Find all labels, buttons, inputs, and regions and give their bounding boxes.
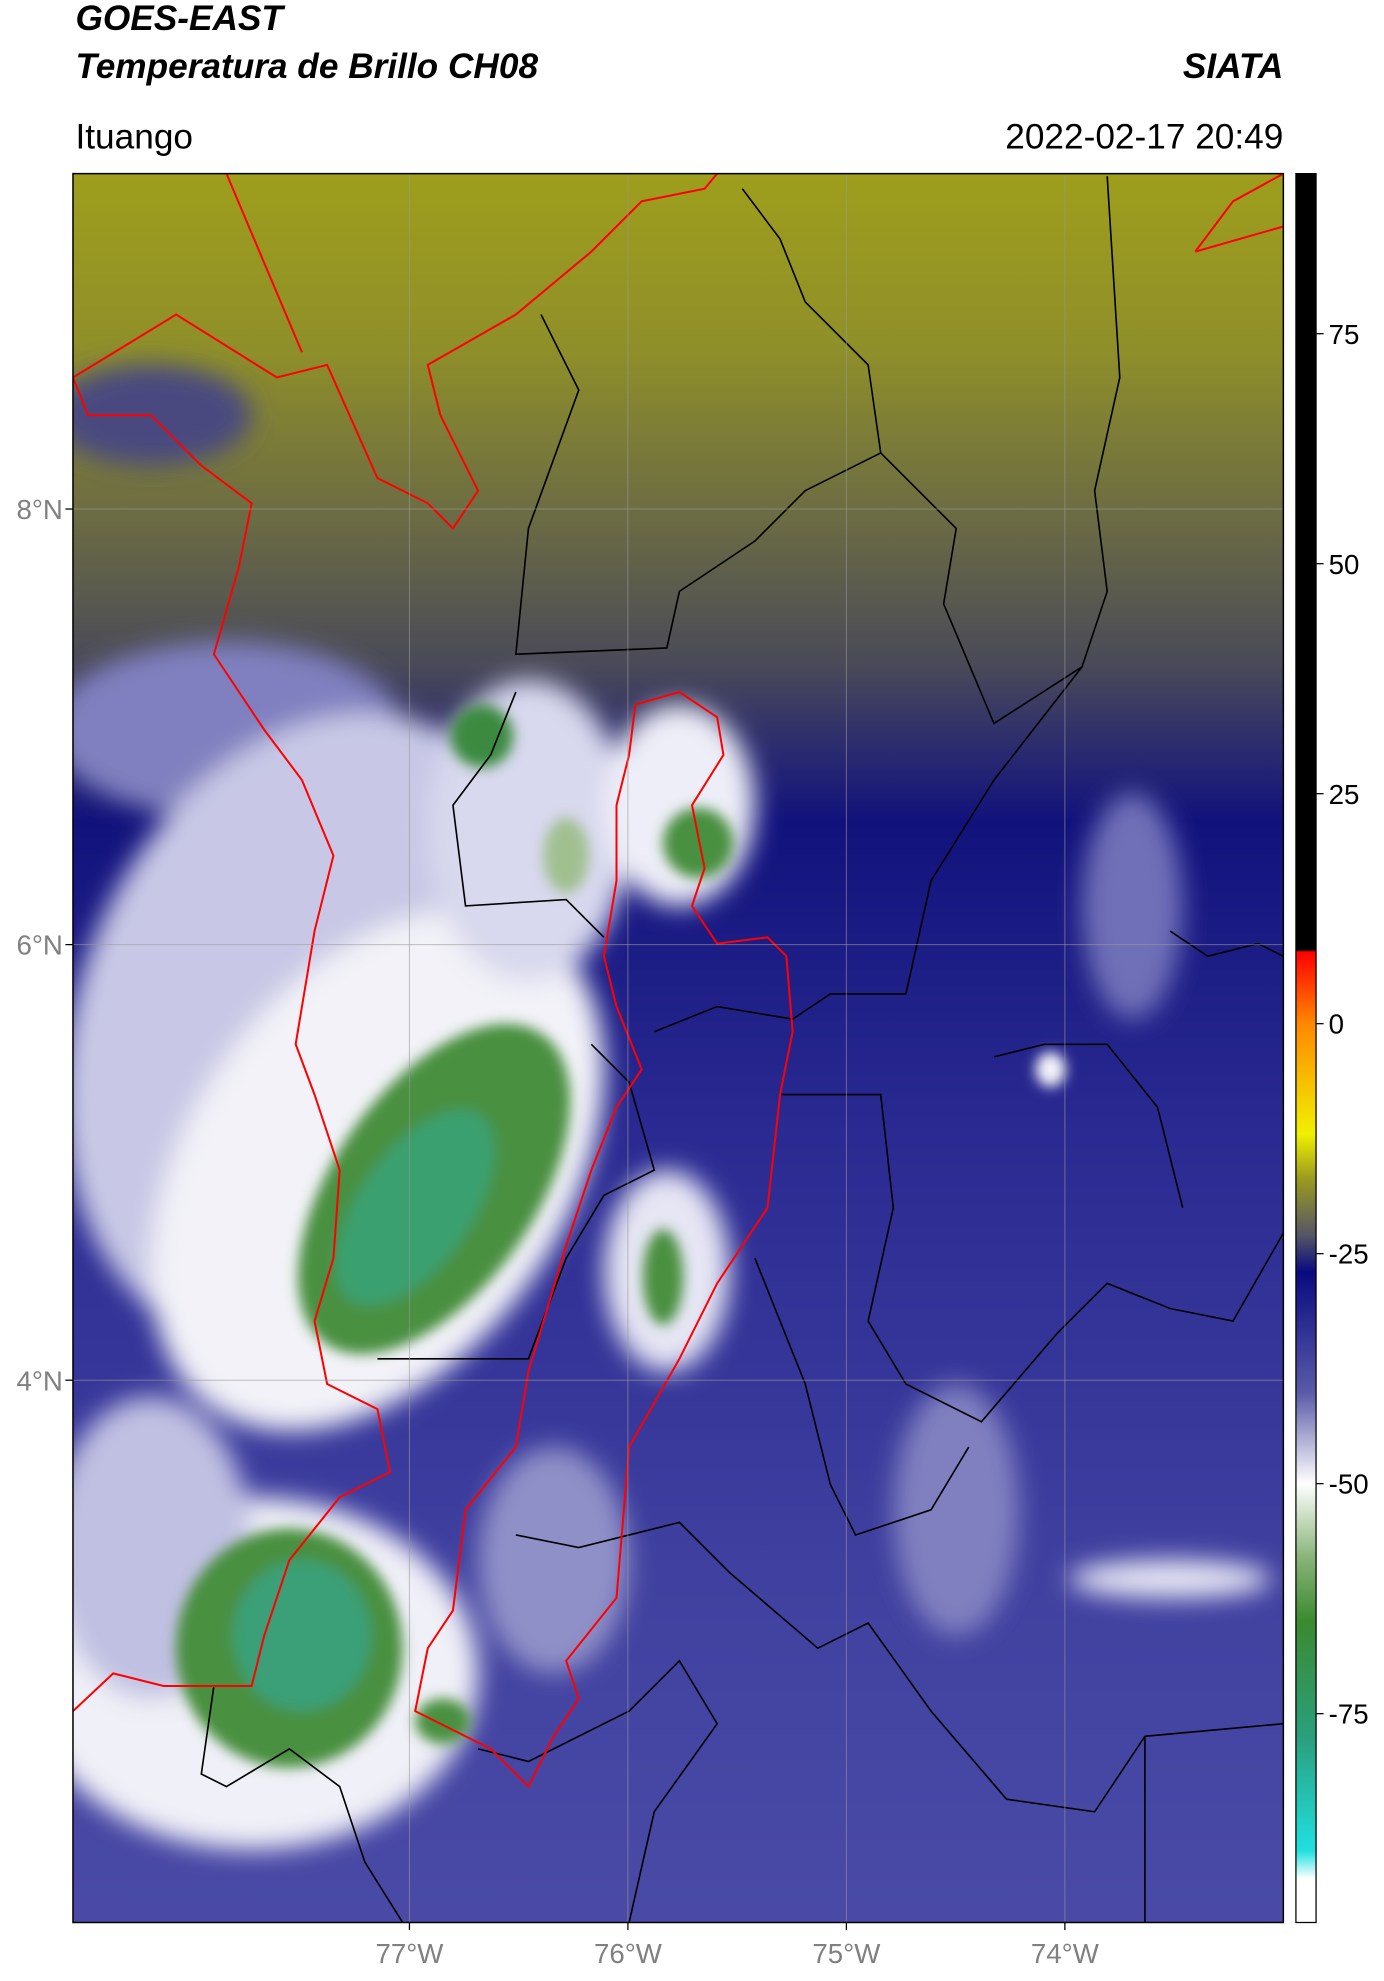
y-tick-label: 8°N (16, 494, 62, 525)
map-frame (72, 172, 1285, 1924)
title: GOES-EAST (75, 0, 285, 38)
colorbar-tick-label: -25 (1329, 1239, 1369, 1270)
colorbar-tick-label: -50 (1329, 1469, 1369, 1500)
admin-borders (200, 176, 1284, 1923)
colorbar-tick-label: 0 (1329, 1009, 1344, 1040)
colorbar-tick-label: 25 (1329, 779, 1360, 810)
x-tick-label: 77°W (375, 1938, 444, 1969)
red-borders (72, 173, 1284, 1789)
x-tick-label: 76°W (594, 1938, 663, 1969)
colorbar (1295, 172, 1317, 1924)
subtitle: Temperatura de Brillo CH08 (75, 47, 538, 86)
x-tick-label: 74°W (1031, 1938, 1100, 1969)
cold-cloud-tops (176, 704, 1066, 1768)
datetime: 2022-02-17 20:49 (1005, 117, 1283, 156)
colorbar-tick-label: -75 (1329, 1699, 1369, 1730)
x-tick-label: 75°W (812, 1938, 881, 1969)
y-tick-label: 4°N (16, 1365, 62, 1396)
location: Ituango (75, 117, 193, 156)
colorbar-tick-label: 75 (1329, 319, 1360, 350)
colorbar-tick-label: 50 (1329, 549, 1360, 580)
grid (72, 173, 1284, 1923)
y-tick-label: 6°N (16, 930, 62, 961)
source: SIATA (1183, 47, 1283, 86)
satellite-image (72, 173, 1284, 1923)
